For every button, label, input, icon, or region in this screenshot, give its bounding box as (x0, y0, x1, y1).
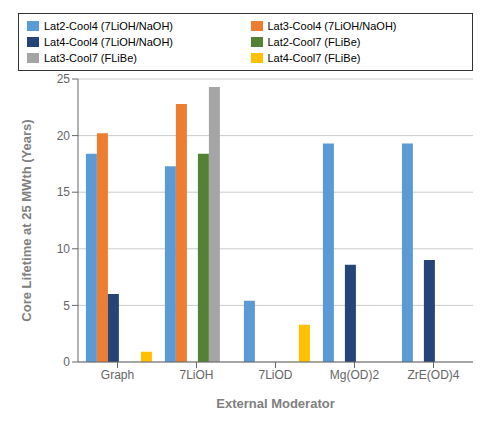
svg-text:0: 0 (63, 355, 70, 369)
svg-text:15: 15 (57, 185, 71, 199)
html-text:Lat3-Cool7 (FLiBe): Lat3-Cool7 (FLiBe) (44, 52, 137, 64)
svg-text:5: 5 (63, 299, 70, 313)
svg-text:ZrE(OD)4: ZrE(OD)4 (408, 368, 460, 382)
svg-text:10: 10 (57, 242, 71, 256)
svg-text:Core Lifetime at 25 MWth (Year: Core Lifetime at 25 MWth (Years) (19, 119, 34, 321)
svg-text:20: 20 (57, 129, 71, 143)
svg-text:Graph: Graph (101, 368, 134, 382)
html-text:Lat2-Cool7 (FLiBe): Lat2-Cool7 (FLiBe) (267, 36, 361, 48)
svg-text:25: 25 (57, 72, 71, 86)
html-text:Lat3-Cool4 (7LiOH/NaOH): Lat3-Cool4 (7LiOH/NaOH) (267, 20, 397, 32)
svg-text:7LiOH: 7LiOH (179, 368, 213, 382)
svg-text:Mg(OD)2: Mg(OD)2 (330, 368, 380, 382)
html-text:Lat4-Cool7 (FLiBe): Lat4-Cool7 (FLiBe) (267, 52, 361, 64)
svg-text:7LiOD: 7LiOD (258, 368, 292, 382)
html-text:Lat2-Cool4 (7LiOH/NaOH): Lat2-Cool4 (7LiOH/NaOH) (44, 20, 173, 32)
svg-text:External Moderator: External Moderator (216, 396, 334, 411)
html-text:Lat4-Cool4 (7LiOH/NaOH): Lat4-Cool4 (7LiOH/NaOH) (44, 36, 173, 48)
